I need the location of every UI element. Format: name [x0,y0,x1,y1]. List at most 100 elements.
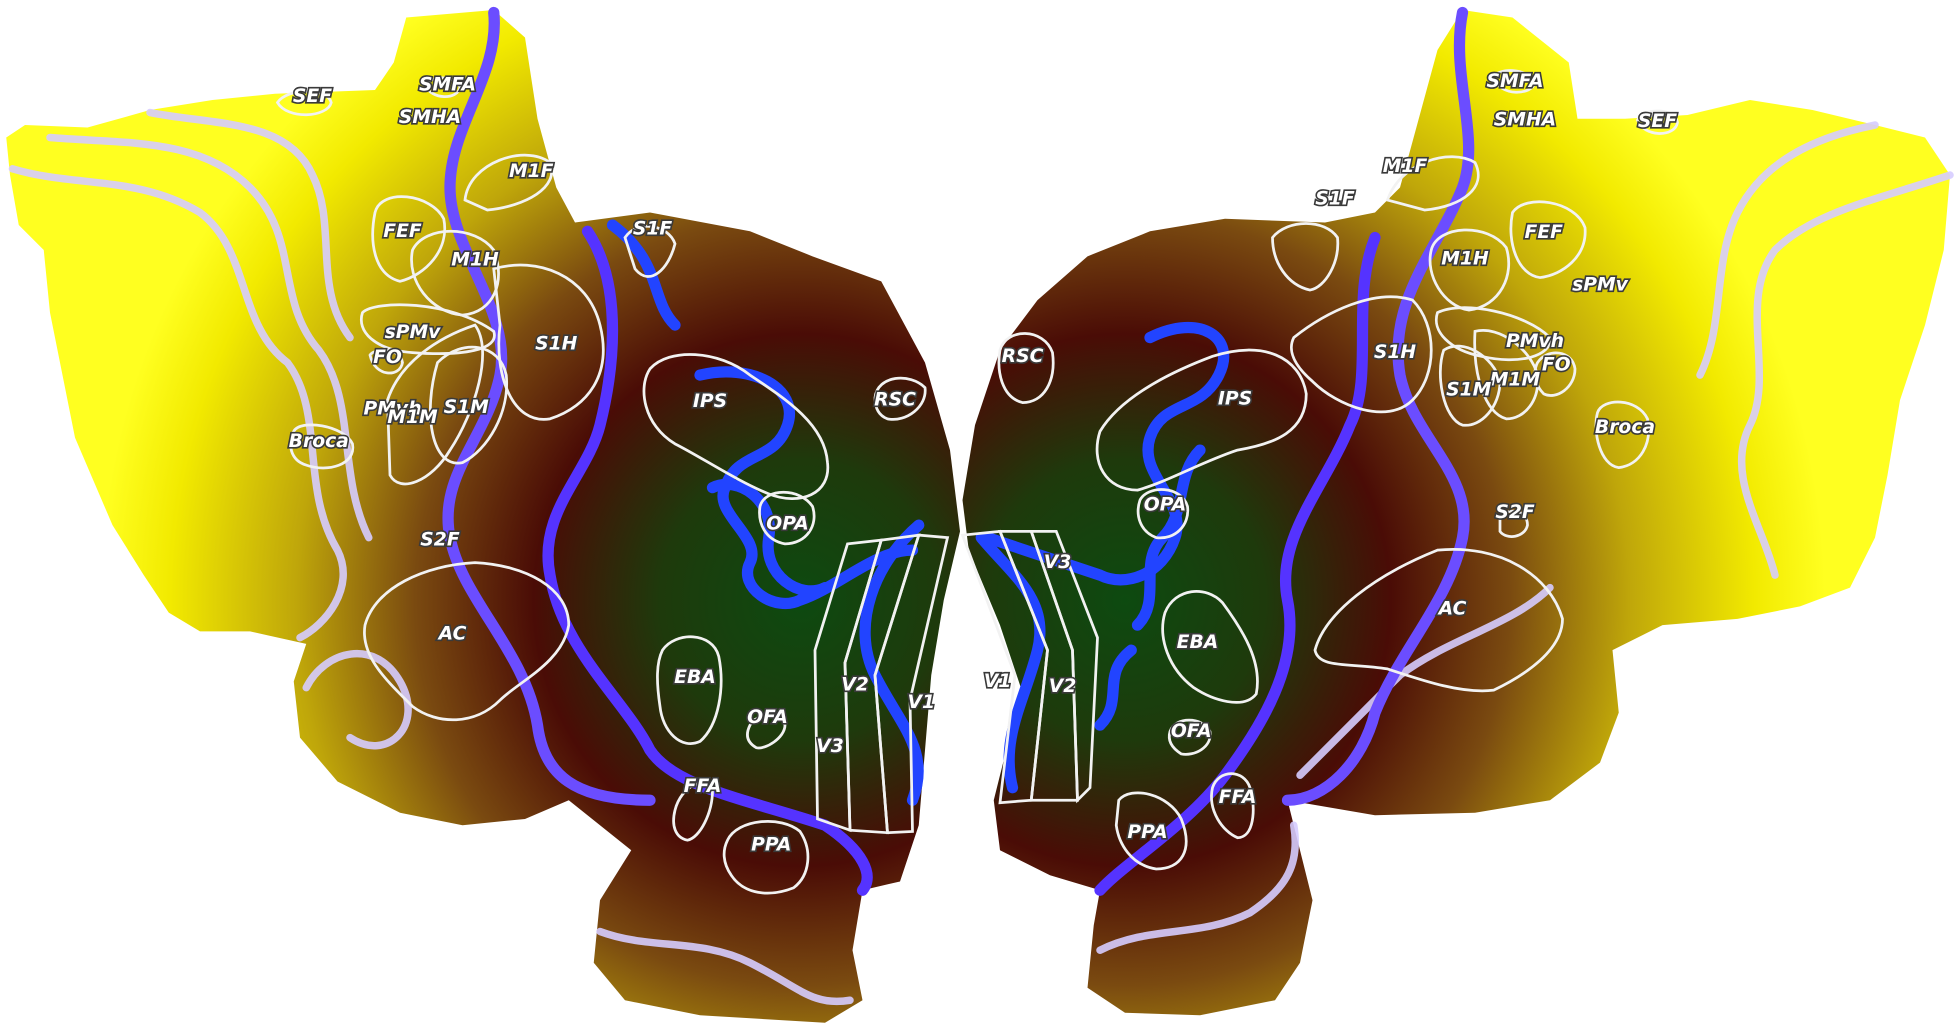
right-roi-outline-pmvh [1434,306,1552,362]
right-roi-outline-m1m [1473,328,1540,421]
right-roi-outline-opa [1136,488,1190,540]
left-label-v2: V2 [841,675,869,696]
left-label-pmvh: PMvh [364,398,422,419]
left-curvature-line-3 [146,108,354,342]
left-label-ffa: FFA [684,776,722,797]
left-label-smfa: SMFA [419,75,476,96]
left-label-v1: V1 [907,692,935,713]
right-roi-outline-ffa [1210,772,1255,840]
left-label-broca: Broca [289,431,349,452]
right-label-m1m: M1M [1490,370,1541,391]
right-curvature-line-2 [1696,121,1879,379]
left-violet-boundary-2 [542,225,873,896]
right-label-v2: V2 [1049,676,1077,697]
left-roi-outline-ppa [722,820,810,895]
left-curvature-line-4 [302,650,412,750]
left-curvature-line-1 [8,165,347,642]
right-label-smha: SMHA [1494,110,1556,131]
left-label-ac: AC [437,623,467,644]
left-label-ips: IPS [693,391,727,412]
right-roi-labels: SMFA SMHA SEF M1F S1F FEF M1H sPMv PMvh … [982,69,1679,845]
left-label-ppa: PPA [751,835,791,856]
left-label-eba: EBA [674,667,716,688]
right-roi-outline-rsc [997,332,1055,404]
left-roi-outline-m1f [463,153,554,212]
right-roi-outline-m1h [1428,228,1511,312]
left-roi-outline-s1m [428,345,509,465]
right-label-spmv: sPMv [1572,275,1629,296]
left-label-m1h: M1H [451,250,499,271]
right-roi-outline-ips [1095,348,1308,492]
left-roi-outline-broca [289,423,354,470]
left-label-fef: FEF [383,221,422,242]
right-roi-outline-fef [1509,200,1587,279]
right-blue-boundary-3 [975,532,1046,794]
right-roi-outline-fo [1533,351,1577,397]
right-blue-boundary-1 [981,321,1230,586]
left-violet-boundary-1 [442,6,656,806]
left-curvature-line-5 [596,927,854,1006]
right-label-pmvh: PMvh [1506,331,1564,352]
left-label-rsc: RSC [874,390,916,411]
left-label-smha: SMHA [399,107,461,128]
right-roi-outline-v1 [960,529,1049,805]
right-label-fo: FO [1542,355,1571,376]
right-label-s1h: S1H [1374,342,1417,363]
left-roi-outline-fo [368,348,404,375]
right-label-s1f: S1F [1315,188,1355,209]
right-roi-outline-m1f [1385,155,1480,212]
left-label-s2f: S2F [420,530,460,551]
right-curvature-line-4 [1096,821,1300,954]
right-label-s1m: S1M [1446,380,1492,401]
right-violet-boundary-1 [1281,6,1475,806]
right-roi-outlines [960,69,1679,871]
left-roi-outline-ips [642,353,829,500]
right-roi-outline-sef [1636,109,1679,135]
left-roi-outline-spmv [359,303,496,356]
left-blue-boundary-4 [606,219,681,331]
left-roi-outline-smfa [423,76,462,98]
left-roi-outline-ffa [672,781,714,842]
left-roi-outline-m1h [410,230,500,317]
right-label-eba: EBA [1177,632,1219,653]
right-roi-outline-ac [1313,547,1564,693]
right-label-rsc: RSC [1002,346,1044,367]
left-label-sef: SEF [293,86,332,107]
right-label-fef: FEF [1525,222,1564,243]
left-roi-outline-s1f [623,224,677,278]
left-roi-outline-rsc [873,376,927,421]
right-roi-outline-ofa [1167,718,1212,756]
right-label-ofa: OFA [1171,721,1212,742]
left-roi-outline-ac [363,561,571,722]
left-roi-labels: SEF SMFA SMHA M1F S1F FEF M1H S1H sPMv F… [287,73,937,857]
right-roi-outline-eba [1161,590,1259,704]
right-label-ffa: FFA [1219,787,1257,808]
right-label-broca: Broca [1595,417,1655,438]
right-label-s2f: S2F [1495,502,1535,523]
left-roi-outline-sef [275,90,333,117]
left-label-spmv: sPMv [385,322,442,343]
right-hemisphere-surface [962,10,1950,1016]
left-hemisphere-surface [6,10,960,1023]
right-hemisphere [962,6,1954,1016]
right-label-v1: V1 [984,671,1012,692]
right-label-m1f: M1F [1383,156,1428,177]
left-roi-outline-m1m [386,323,484,486]
left-label-m1m: M1M [387,407,438,428]
right-label-opa: OPA [1144,495,1186,516]
left-roi-outline-opa [758,491,816,546]
left-label-s1h: S1H [535,333,578,354]
left-roi-outline-v1 [873,533,950,835]
left-roi-outline-ofa [746,714,787,750]
right-roi-outline-s2f [1498,509,1529,538]
left-curvature-line-2 [46,133,373,542]
right-label-m1h: M1H [1441,248,1489,269]
right-curvature-line-1 [1737,171,1954,579]
left-roi-outlines [275,76,950,895]
left-roi-outline-eba [656,635,723,745]
right-label-ips: IPS [1218,388,1252,409]
right-label-sef: SEF [1638,111,1677,132]
left-label-m1f: M1F [509,161,554,182]
right-curvature-line-3 [1296,583,1554,779]
